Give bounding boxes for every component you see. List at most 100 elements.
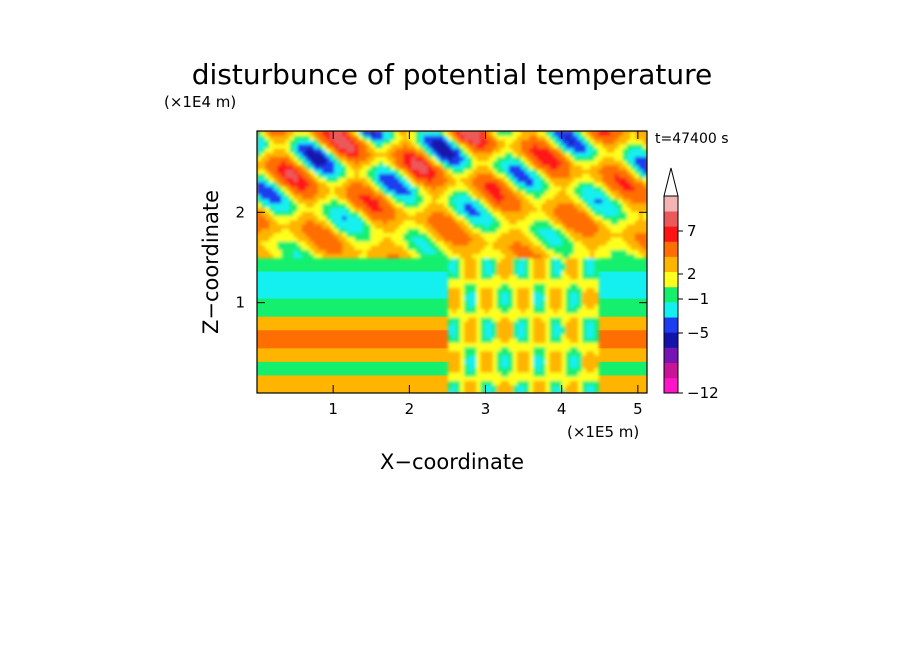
field-cell [573, 219, 579, 225]
field-cell [334, 211, 339, 217]
field-cell [622, 211, 628, 217]
field-cell [537, 342, 542, 348]
field-cell [569, 316, 575, 322]
field-cell [423, 249, 429, 255]
field-cell [529, 147, 534, 153]
field-cell [464, 240, 469, 246]
field-cell [586, 262, 591, 267]
field-cell [492, 190, 498, 195]
field-cell [488, 228, 494, 234]
field-cell [533, 354, 538, 360]
field-cell [549, 350, 555, 356]
field-cell [261, 164, 266, 170]
field-cell [419, 156, 425, 162]
field-cell [354, 236, 360, 242]
field-cell [464, 253, 469, 259]
field-cell [374, 228, 380, 234]
field-cell [269, 207, 274, 212]
field-cell [561, 363, 567, 369]
field-cell [525, 215, 530, 221]
field-cell [626, 156, 632, 162]
field-cell [541, 152, 547, 157]
field-cell [626, 240, 632, 246]
field-cell [480, 266, 486, 272]
plot-frame [256, 130, 648, 394]
field-cell [330, 152, 335, 157]
field-cell [537, 291, 542, 297]
field-cell [322, 139, 327, 145]
field-cell [334, 232, 339, 238]
field-cell [642, 147, 647, 153]
field-cell [387, 202, 392, 208]
field-cell [610, 211, 616, 217]
field-cell [476, 333, 482, 339]
field-cell [370, 202, 376, 208]
field-cell [452, 325, 457, 331]
field-cell [484, 232, 490, 238]
field-cell [273, 164, 278, 170]
field-cell [338, 164, 343, 170]
field-cell [464, 232, 469, 238]
field-cell [590, 278, 595, 284]
field-cell [525, 236, 530, 242]
field-cell [582, 350, 587, 356]
field-cell [269, 253, 274, 259]
field-cell [500, 316, 506, 322]
field-cell [289, 249, 295, 255]
field-cell [273, 223, 278, 229]
field-cell [301, 219, 307, 225]
field-cell [517, 147, 522, 153]
field-cell [500, 388, 506, 393]
field-cell [476, 202, 482, 208]
field-cell [626, 228, 632, 234]
field-cell [634, 223, 640, 229]
field-cell [549, 223, 555, 229]
field-cell [525, 270, 530, 276]
field-cell [346, 135, 352, 141]
field-cell [484, 173, 490, 179]
field-cell [309, 211, 315, 217]
field-cell [378, 173, 384, 179]
field-cell [557, 333, 563, 339]
field-cell [452, 295, 457, 301]
field-cell [387, 215, 392, 221]
field-cell [553, 245, 559, 250]
field-cell [500, 266, 506, 272]
field-cell [435, 156, 441, 162]
field-cell [525, 164, 530, 170]
field-cell [362, 152, 368, 157]
field-cell [582, 236, 587, 242]
field-cell [423, 219, 429, 225]
field-cell [431, 207, 437, 212]
field-cell [488, 223, 494, 229]
field-cell [573, 169, 579, 174]
field-cell [533, 278, 538, 284]
field-cell [399, 253, 404, 259]
field-cell [468, 211, 473, 217]
field-cell [354, 152, 360, 157]
field-cell [476, 147, 482, 153]
field-cell [545, 253, 551, 259]
field-cell [293, 236, 299, 242]
field-cell [606, 152, 612, 157]
field-cell [452, 169, 457, 174]
field-cell [289, 190, 295, 195]
field-cell [504, 304, 510, 310]
field-cell [545, 240, 551, 246]
field-cell [464, 329, 469, 335]
field-cell [630, 211, 636, 217]
field-cell [281, 211, 287, 217]
field-cell [565, 321, 571, 326]
field-cell [533, 143, 538, 149]
field-cell [573, 308, 579, 314]
field-cell [610, 131, 616, 136]
field-cell [484, 384, 490, 390]
field-cell [472, 249, 477, 255]
field-cell [378, 198, 384, 204]
field-cell [630, 152, 636, 157]
field-cell [521, 194, 526, 200]
field-cell [358, 185, 364, 191]
field-cell [456, 388, 461, 393]
field-cell [460, 194, 465, 200]
field-cell [309, 240, 315, 246]
